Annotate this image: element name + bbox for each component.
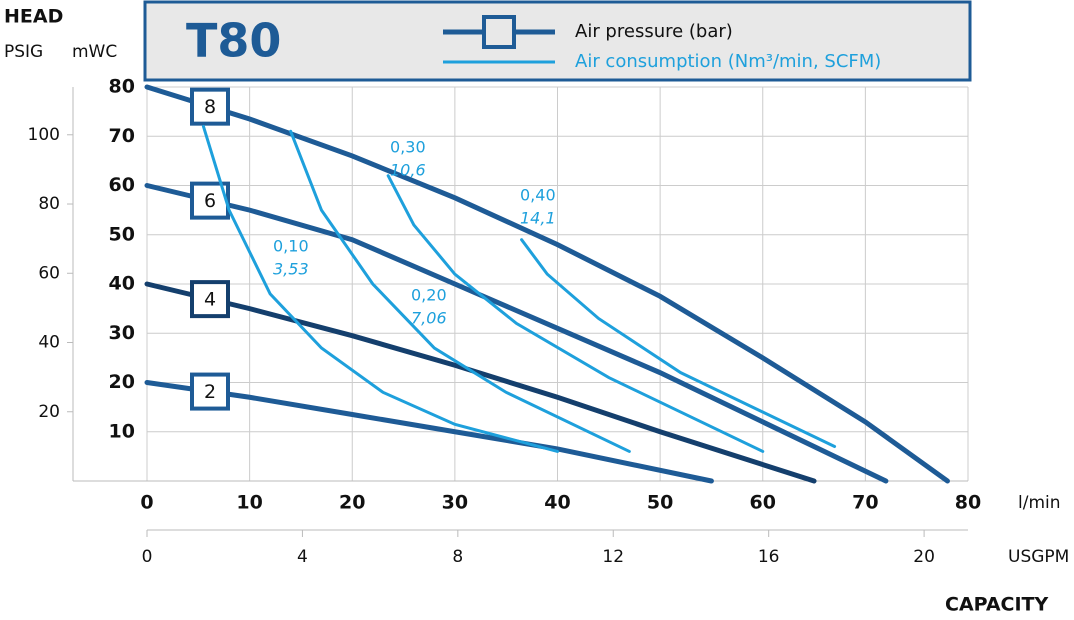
y-tick-label: 10 [109,420,135,442]
air-label: 0,30 [390,138,426,157]
air-line [289,129,631,453]
pressure-line [144,84,950,484]
x-tick-label: 70 [852,492,878,514]
legend-label: Air consumption (Nm³/min, SCFM) [575,51,881,72]
air-label: 0,40 [520,186,556,205]
y-tick-label: 60 [109,174,135,196]
y-tick-label: 80 [109,76,135,98]
x-tick-label: 0 [140,492,153,514]
y-tick-label: 40 [109,273,135,295]
air-line [201,124,559,453]
x-tick-label: 50 [647,492,673,514]
x-tick-label: 40 [544,492,570,514]
pressure-line [144,183,889,484]
y2-tick-label: 80 [38,194,60,214]
axis-title: HEAD [4,6,63,28]
x-tick-label: 80 [955,492,981,514]
y2-tick-label: 60 [38,263,60,283]
axis-title: mWC [72,42,117,62]
legend-label: Air pressure (bar) [575,21,733,42]
x2-tick-label: 8 [452,547,463,567]
x-tick-label: 10 [236,492,262,514]
air-label: 0,10 [273,237,309,256]
x2-tick-label: 12 [602,547,624,567]
legend-marker [482,15,516,49]
pressure-box [190,280,230,319]
x-tick-label: 60 [750,492,776,514]
x2-tick-label: 0 [142,547,153,567]
air-line [520,238,837,449]
y2-tick-label: 40 [38,333,60,353]
pressure-label: 4 [204,289,216,311]
pressure-box [190,87,230,126]
x-tick-label: 30 [442,492,468,514]
x2-tick-label: 4 [297,547,308,567]
axis-title: l/min [1018,493,1061,513]
y-tick-label: 70 [109,125,135,147]
pressure-label: 2 [204,381,216,403]
pressure-label: 6 [204,190,216,212]
pressure-line [144,281,817,484]
y2-tick-label: 20 [38,402,60,422]
x2-tick-label: 20 [913,547,935,567]
y-tick-label: 30 [109,322,135,344]
air-scfm-label: 3,53 [273,260,309,279]
y2-tick-label: 100 [28,125,60,145]
air-label: 0,20 [411,286,447,305]
air-scfm-label: 7,06 [411,309,447,328]
air-scfm-label: 14,1 [520,209,556,228]
y-tick-label: 20 [109,371,135,393]
air-scfm-label: 10,6 [390,161,426,180]
chart-title: T80 [186,14,281,68]
pressure-line [144,380,714,484]
y-tick-label: 50 [109,223,135,245]
axis-title: USGPM [1008,547,1069,567]
x-tick-label: 20 [339,492,365,514]
pressure-box [190,372,230,411]
axis-title: PSIG [4,42,43,62]
axis-title: CAPACITY [945,594,1049,616]
air-line [386,174,765,453]
header-box [143,0,972,82]
pressure-label: 8 [204,96,216,118]
x2-tick-label: 16 [758,547,780,567]
